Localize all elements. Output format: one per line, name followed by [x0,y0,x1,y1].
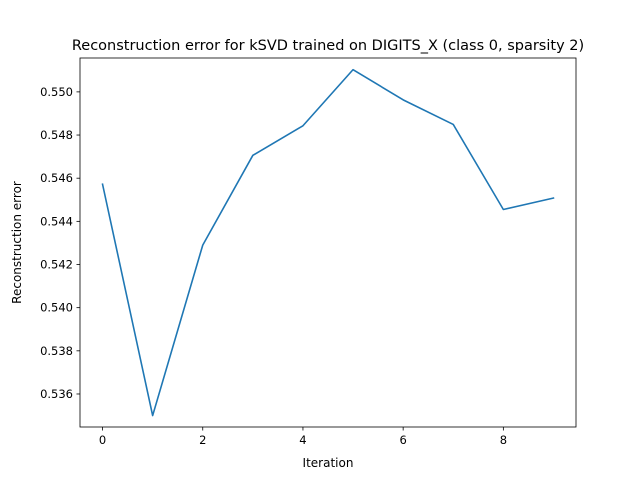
x-tick-label: 0 [99,433,106,447]
y-tick-label: 0.546 [40,171,73,185]
y-tick-label: 0.542 [40,258,73,272]
series-layer [101,68,555,417]
y-axis: 0.536 0.538 0.540 0.542 0.544 0.546 0.548 0.550 [40,85,80,401]
y-tick-label: 0.538 [40,344,73,358]
plot-area [80,58,576,427]
y-axis-label: Reconstruction error [10,181,24,304]
x-axis: 0 2 4 6 8 [99,427,507,447]
series-line [101,68,555,417]
x-axis-label: Iteration [303,456,354,470]
x-tick-label: 8 [500,433,507,447]
y-tick-label: 0.550 [40,85,73,99]
x-tick-label: 4 [299,433,306,447]
y-tick-label: 0.540 [40,301,73,315]
y-tick-label: 0.548 [40,128,73,142]
x-tick-label: 2 [199,433,206,447]
x-tick-label: 6 [399,433,406,447]
plot-frame [79,57,577,428]
chart-title: Reconstruction error for kSVD trained on… [72,38,584,54]
y-tick-label: 0.536 [40,387,73,401]
y-tick-label: 0.544 [40,214,73,228]
